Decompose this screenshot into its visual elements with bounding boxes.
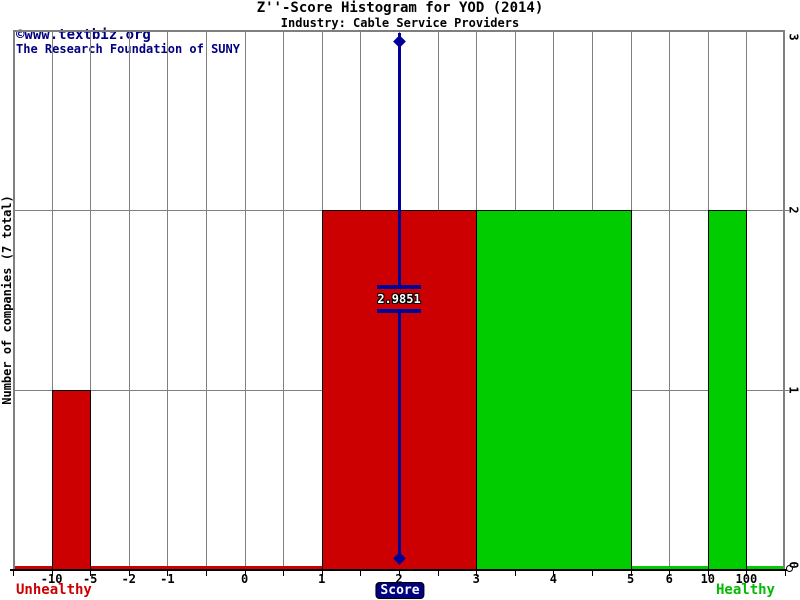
gridline-vertical [669, 30, 671, 570]
gridline-vertical [283, 30, 285, 570]
x-tick-label: 2 [395, 572, 403, 586]
x-tick-label: -2 [121, 572, 137, 586]
axis-end-circle [786, 565, 793, 572]
y-tick-label: 2 [786, 206, 800, 214]
x-axis-tick [707, 571, 709, 576]
x-axis-tick [51, 571, 53, 576]
chart-subtitle: Industry: Cable Service Providers [280, 16, 520, 30]
marker-crossbar-top [377, 285, 421, 289]
y-tick-label: 0 [786, 561, 800, 569]
y-axis-title: Number of companies (7 total) [0, 195, 14, 405]
x-axis-tick [669, 571, 671, 576]
x-axis-tick [244, 571, 246, 576]
gridline-vertical [167, 30, 169, 570]
x-tick-label: 4 [549, 572, 558, 586]
x-tick-label: -5 [82, 572, 98, 586]
x-axis-tick [321, 571, 323, 576]
gridline-vertical [206, 30, 207, 570]
x-axis-tick [360, 571, 362, 576]
marker-line-upper [397, 33, 401, 289]
x-tick-label: 6 [665, 572, 673, 586]
marker-diamond-top [392, 35, 406, 48]
chart-title: Z''-Score Histogram for YOD (2014) [256, 0, 544, 16]
histogram-bar [476, 210, 632, 570]
y-tick-label: 1 [786, 386, 800, 394]
unhealthy-zone-label: Unhealthy [16, 582, 92, 598]
x-tick-label: -10 [40, 572, 63, 586]
x-tick-label: 3 [472, 572, 480, 586]
gridline-vertical [51, 30, 53, 570]
marker-value-label: 2.9851 [377, 292, 421, 306]
watermark-org: The Research Foundation of SUNY [16, 42, 240, 56]
histogram-bar [707, 210, 748, 570]
x-axis-tick [514, 571, 516, 576]
x-tick-label: 10 [700, 572, 716, 586]
x-tick-label: -1 [160, 572, 175, 586]
x-tick-label: 1 [318, 572, 326, 586]
watermark-url: ©www.textbiz.org [16, 27, 151, 43]
marker-crossbar-bottom [377, 309, 421, 313]
gridline-vertical [244, 30, 246, 570]
x-axis-tick [592, 571, 593, 576]
baseline-zone [630, 566, 785, 570]
x-axis-tick [90, 571, 92, 576]
x-tick-label: 0 [240, 572, 249, 586]
x-axis-tick [785, 571, 786, 576]
x-axis-tick [437, 571, 439, 576]
x-axis-tick [167, 571, 169, 576]
x-axis-line [10, 569, 790, 571]
x-axis-tick [206, 571, 207, 576]
x-tick-label: 5 [626, 572, 635, 586]
x-axis-tick [399, 571, 400, 576]
x-tick-label: 100 [735, 572, 758, 586]
histogram-bar [51, 390, 92, 570]
x-axis-tick [13, 571, 14, 576]
x-axis-tick [128, 571, 130, 576]
baseline-zone [13, 566, 322, 570]
x-axis-tick [630, 571, 632, 576]
x-axis-tick [476, 571, 478, 576]
gridline-vertical [90, 30, 92, 570]
x-axis-tick [283, 571, 285, 576]
y-tick-label: 3 [786, 33, 800, 41]
healthy-zone-label: Healthy [715, 582, 775, 598]
x-axis-title: Score [375, 582, 425, 599]
x-axis-tick [746, 571, 748, 576]
marker-line-lower [397, 311, 401, 564]
x-axis-tick [553, 571, 555, 576]
gridline-vertical [128, 30, 130, 570]
